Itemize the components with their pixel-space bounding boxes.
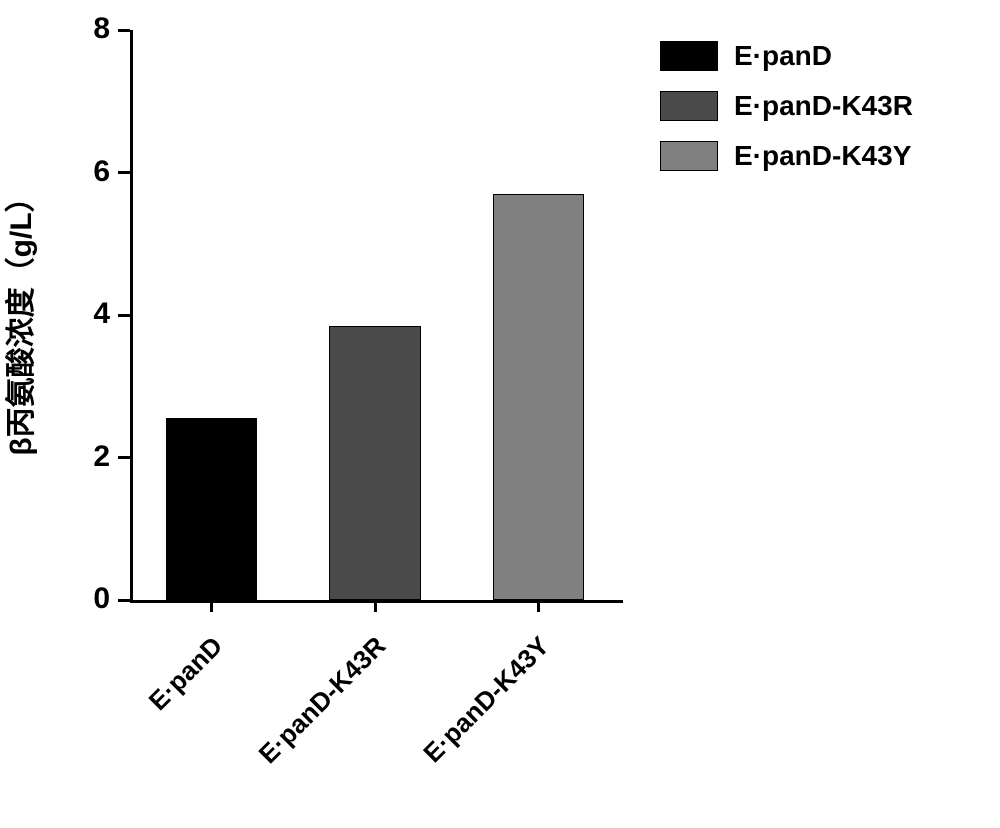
x-tick	[210, 600, 213, 612]
legend-label: E·panD	[734, 40, 832, 72]
y-tick	[118, 29, 130, 32]
y-tick-label: 6	[50, 155, 110, 189]
legend-swatch	[660, 41, 718, 71]
y-tick	[118, 456, 130, 459]
y-tick-label: 0	[50, 582, 110, 616]
x-tick	[374, 600, 377, 612]
x-tick	[537, 600, 540, 612]
legend: E·panD E·panD-K43R E·panD-K43Y	[660, 40, 913, 190]
bar	[329, 326, 420, 600]
y-tick-label: 4	[50, 297, 110, 331]
legend-item: E·panD	[660, 40, 913, 72]
y-tick-label: 8	[50, 12, 110, 46]
y-tick	[118, 314, 130, 317]
x-tick-label: E·panD	[142, 631, 228, 717]
legend-label: E·panD-K43R	[734, 90, 913, 122]
legend-item: E·panD-K43R	[660, 90, 913, 122]
legend-item: E·panD-K43Y	[660, 140, 913, 172]
x-tick-label: E·panD-K43R	[253, 631, 392, 770]
legend-swatch	[660, 91, 718, 121]
y-tick-label: 2	[50, 440, 110, 474]
bar	[166, 418, 257, 600]
legend-swatch	[660, 141, 718, 171]
bar	[493, 194, 584, 600]
y-tick	[118, 171, 130, 174]
figure-root: β丙氨酸浓度（g/L） E·panDE·panD-K43RE·panD-K43Y…	[0, 0, 1000, 828]
legend-label: E·panD-K43Y	[734, 140, 911, 172]
y-tick	[118, 599, 130, 602]
x-tick-label: E·panD-K43Y	[417, 631, 555, 769]
y-axis-label: β丙氨酸浓度（g/L）	[0, 182, 40, 455]
